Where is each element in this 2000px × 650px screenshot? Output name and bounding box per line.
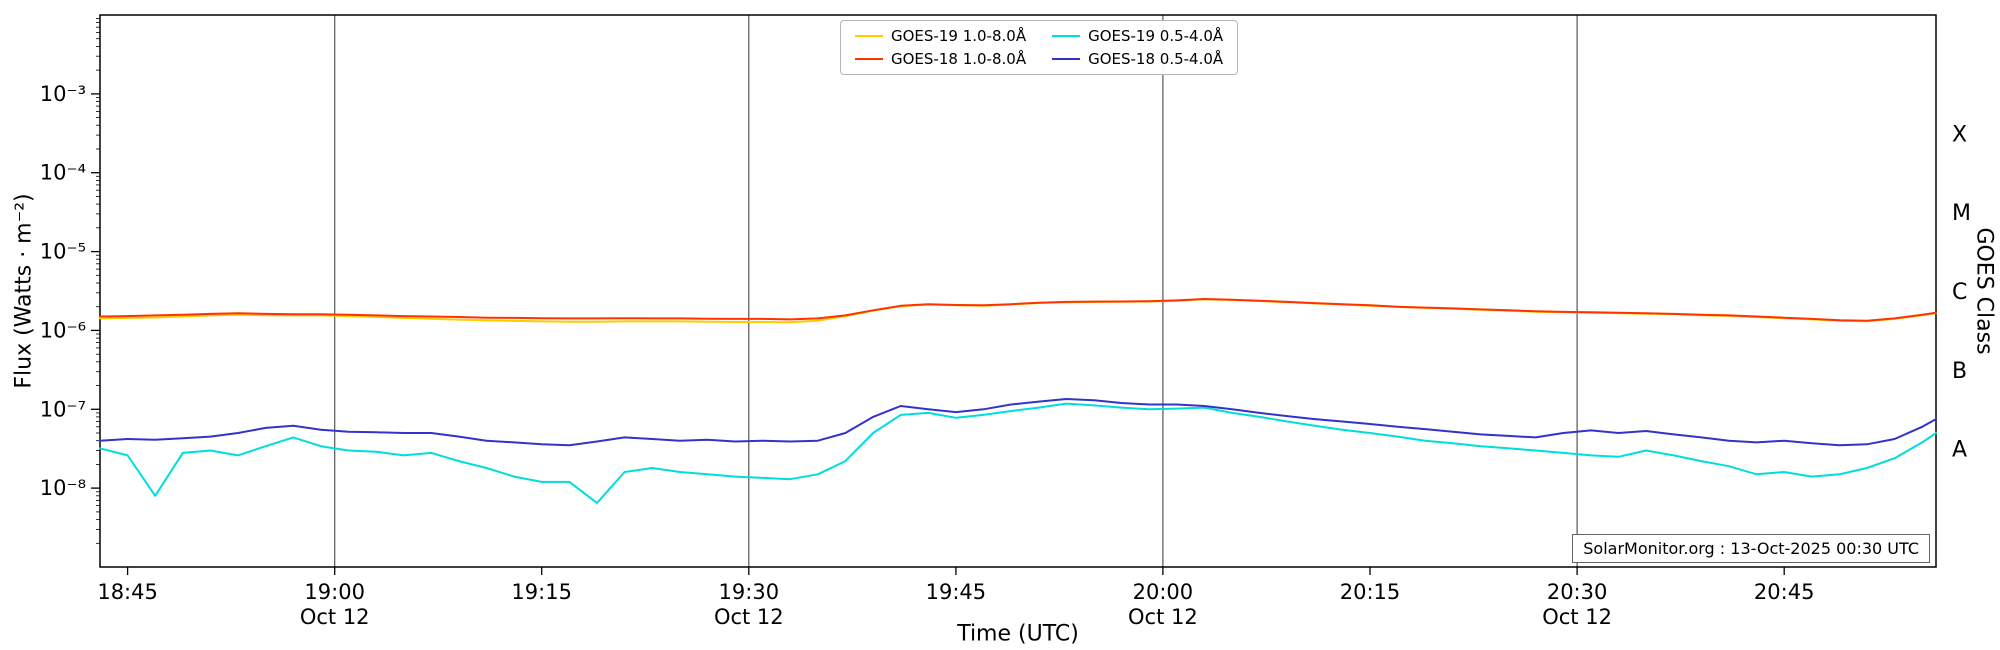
x-tick-sublabel: Oct 12 <box>714 605 784 629</box>
x-tick-sublabel: Oct 12 <box>1542 605 1612 629</box>
y-tick-label: 10⁻⁵ <box>40 240 86 264</box>
watermark-label: SolarMonitor.org : 13-Oct-2025 00:30 UTC <box>1572 534 1930 563</box>
legend-entry-goes19-short: GOES-19 0.5-4.0Å <box>1052 27 1223 45</box>
legend-entry-goes18-long: GOES-18 1.0-8.0Å <box>855 50 1026 68</box>
legend-label-goes18-long: GOES-18 1.0-8.0Å <box>891 50 1027 68</box>
legend-entry-goes19-long: GOES-19 1.0-8.0Å <box>855 27 1026 45</box>
goes-class-label-B: B <box>1952 359 1967 384</box>
goes-class-label-M: M <box>1952 201 1971 226</box>
goes-class-label-X: X <box>1952 122 1967 147</box>
x-axis-title: Time (UTC) <box>957 621 1079 647</box>
y-tick-label: 10⁻⁴ <box>40 161 86 185</box>
plot-frame <box>99 14 1937 568</box>
x-tick-label: 20:00 <box>1133 580 1194 604</box>
y-tick-label: 10⁻⁷ <box>40 397 86 421</box>
y-tick-label: 10⁻⁸ <box>40 476 86 500</box>
legend-swatch-goes18-short <box>1052 57 1081 61</box>
right-axis-title: GOES Class <box>1971 227 1997 355</box>
legend-label-goes19-short: GOES-19 0.5-4.0Å <box>1088 27 1224 45</box>
legend-entry-goes18-short: GOES-18 0.5-4.0Å <box>1052 50 1223 68</box>
x-tick-label: 20:45 <box>1754 580 1815 604</box>
y-tick-label: 10⁻⁶ <box>40 318 86 342</box>
x-tick-label: 19:30 <box>719 580 780 604</box>
legend-label-goes18-short: GOES-18 0.5-4.0Å <box>1088 50 1224 68</box>
x-tick-sublabel: Oct 12 <box>1128 605 1198 629</box>
x-tick-label: 19:00 <box>304 580 365 604</box>
x-tick-label: 19:45 <box>926 580 987 604</box>
legend: GOES-19 1.0-8.0Å GOES-18 1.0-8.0Å GOES-19 … <box>840 20 1239 75</box>
x-tick-label: 19:15 <box>511 580 572 604</box>
x-tick-label: 18:45 <box>97 580 158 604</box>
legend-swatch-goes18-long <box>855 57 883 61</box>
series-line-goes18-long <box>99 298 1937 322</box>
y-axis-title: Flux (Watts · m⁻²) <box>11 193 37 389</box>
series-line-goes19-long <box>99 298 1937 324</box>
series-line-goes18-short <box>99 398 1937 447</box>
legend-label-goes19-long: GOES-19 1.0-8.0Å <box>891 27 1027 45</box>
series-line-goes19-short <box>99 402 1937 504</box>
x-tick-label: 20:30 <box>1547 580 1608 604</box>
legend-swatch-goes19-long <box>855 34 883 38</box>
x-tick-label: 20:15 <box>1340 580 1401 604</box>
goes-class-label-C: C <box>1952 280 1967 305</box>
legend-swatch-goes19-short <box>1052 34 1081 38</box>
y-tick-label: 10⁻³ <box>40 82 86 106</box>
x-tick-sublabel: Oct 12 <box>300 605 370 629</box>
goes-class-label-A: A <box>1952 438 1967 463</box>
